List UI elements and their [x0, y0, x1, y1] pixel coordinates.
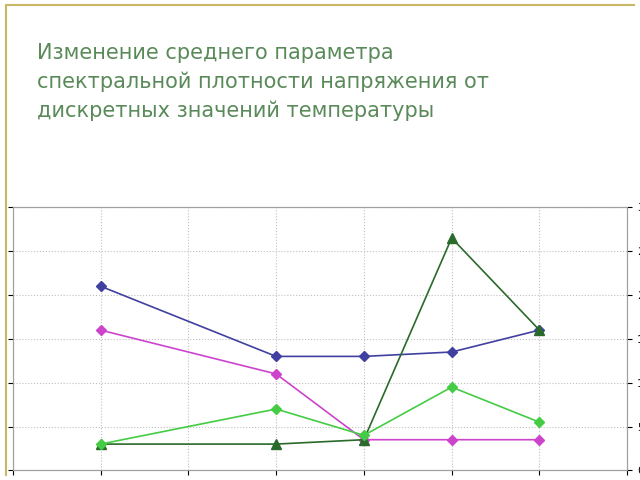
Гептан: [272, 371, 280, 377]
Гексан: [448, 235, 456, 241]
Атмосфера: [536, 327, 543, 333]
Text: Изменение среднего параметра
спектральной плотности напряжения от
дискретных зна: Изменение среднего параметра спектрально…: [37, 43, 490, 121]
Гексан+Гептан: [272, 406, 280, 412]
Атмосфера: [272, 353, 280, 359]
Гексан+Гептан: [360, 432, 368, 438]
Гептан: [448, 437, 456, 443]
Гексан+Гептан: [536, 420, 543, 425]
Line: Атмосфера: Атмосфера: [97, 283, 543, 360]
Гексан: [360, 437, 368, 443]
Line: Гексан: Гексан: [96, 233, 544, 449]
Гептан: [536, 437, 543, 443]
Line: Гептан: Гептан: [97, 326, 543, 443]
Line: Гексан+Гептан: Гексан+Гептан: [97, 384, 543, 447]
Гексан: [97, 441, 104, 447]
Гексан+Гептан: [448, 384, 456, 390]
Гептан: [97, 327, 104, 333]
Гексан+Гептан: [97, 441, 104, 447]
Гексан: [272, 441, 280, 447]
Атмосфера: [97, 283, 104, 289]
Атмосфера: [448, 349, 456, 355]
Гексан: [536, 327, 543, 333]
Атмосфера: [360, 353, 368, 359]
Гептан: [360, 437, 368, 443]
